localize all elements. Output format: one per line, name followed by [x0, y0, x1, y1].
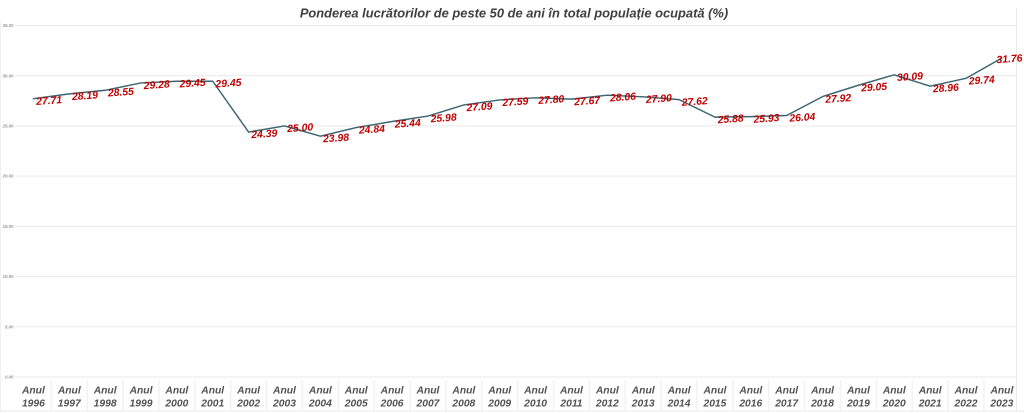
svg-text:27.80: 27.80 [537, 94, 565, 107]
svg-text:27.71: 27.71 [35, 95, 63, 108]
svg-text:10.00: 10.00 [3, 274, 15, 279]
svg-text:Anul: Anul [380, 385, 405, 396]
svg-text:15.00: 15.00 [3, 224, 15, 229]
svg-text:28.06: 28.06 [609, 92, 637, 105]
svg-text:Anul: Anul [523, 385, 548, 396]
svg-text:Anul: Anul [308, 385, 333, 396]
svg-text:2013: 2013 [631, 399, 655, 410]
svg-text:27.62: 27.62 [680, 96, 708, 109]
svg-text:2018: 2018 [810, 399, 834, 410]
svg-text:Anul: Anul [21, 385, 46, 396]
svg-text:2004: 2004 [308, 399, 332, 410]
svg-text:Anul: Anul [451, 385, 476, 396]
svg-text:Anul: Anul [954, 385, 979, 396]
svg-text:Anul: Anul [164, 385, 189, 396]
svg-text:Anul: Anul [989, 385, 1014, 396]
svg-text:27.92: 27.92 [824, 93, 852, 106]
svg-text:2021: 2021 [918, 399, 942, 410]
svg-text:Ponderea lucrătorilor de peste: Ponderea lucrătorilor de peste 50 de ani… [300, 6, 728, 21]
svg-text:27.09: 27.09 [465, 101, 493, 114]
svg-text:26.04: 26.04 [788, 112, 816, 125]
svg-text:25.00: 25.00 [2, 124, 15, 129]
svg-text:Anul: Anul [200, 385, 225, 396]
svg-text:25.88: 25.88 [716, 114, 744, 127]
svg-text:27.90: 27.90 [645, 93, 673, 106]
svg-text:30.00: 30.00 [3, 73, 15, 78]
svg-text:2019: 2019 [846, 399, 870, 410]
svg-text:Anul: Anul [416, 385, 441, 396]
svg-text:5.00: 5.00 [5, 324, 14, 329]
svg-text:2022: 2022 [954, 399, 978, 410]
svg-text:Anul: Anul [702, 385, 727, 396]
svg-text:35.00: 35.00 [3, 23, 15, 28]
svg-text:25.98: 25.98 [429, 113, 457, 126]
svg-text:0.00: 0.00 [5, 375, 14, 380]
svg-text:2000: 2000 [164, 399, 188, 410]
svg-text:28.19: 28.19 [71, 90, 99, 103]
svg-text:Anul: Anul [810, 385, 835, 396]
svg-text:Anul: Anul [882, 385, 907, 396]
svg-text:2016: 2016 [738, 399, 762, 410]
svg-text:2010: 2010 [523, 399, 547, 410]
svg-text:Anul: Anul [344, 385, 369, 396]
svg-text:Anul: Anul [236, 385, 261, 396]
svg-text:2014: 2014 [667, 399, 691, 410]
svg-text:2011: 2011 [559, 399, 582, 410]
svg-text:29.28: 29.28 [142, 79, 170, 92]
svg-text:29.74: 29.74 [967, 75, 995, 88]
svg-text:2007: 2007 [416, 399, 441, 410]
svg-text:2009: 2009 [487, 399, 511, 410]
svg-text:1999: 1999 [130, 399, 153, 410]
svg-text:Anul: Anul [667, 385, 692, 396]
svg-text:Anul: Anul [846, 385, 871, 396]
svg-text:24.84: 24.84 [358, 124, 386, 137]
svg-text:25.93: 25.93 [752, 113, 780, 126]
svg-text:20.00: 20.00 [2, 174, 15, 179]
svg-text:Anul: Anul [93, 385, 118, 396]
svg-text:29.45: 29.45 [178, 78, 206, 91]
svg-text:2001: 2001 [200, 399, 224, 410]
svg-text:27.67: 27.67 [573, 95, 602, 108]
svg-text:2017: 2017 [774, 399, 799, 410]
svg-text:1996: 1996 [22, 399, 45, 410]
svg-text:1997: 1997 [58, 399, 82, 410]
svg-text:Anul: Anul [631, 385, 656, 396]
svg-text:28.55: 28.55 [107, 87, 135, 100]
svg-text:25.44: 25.44 [393, 118, 421, 131]
svg-text:29.45: 29.45 [214, 78, 242, 91]
svg-text:Anul: Anul [57, 385, 82, 396]
svg-text:28.96: 28.96 [932, 83, 960, 96]
svg-text:2012: 2012 [595, 399, 619, 410]
svg-text:2023: 2023 [989, 399, 1013, 410]
svg-text:2003: 2003 [272, 399, 296, 410]
svg-text:2006: 2006 [380, 399, 404, 410]
svg-text:Anul: Anul [487, 385, 512, 396]
svg-text:2015: 2015 [702, 399, 726, 410]
svg-text:2008: 2008 [451, 399, 475, 410]
svg-text:27.59: 27.59 [501, 96, 529, 109]
svg-text:31.76: 31.76 [996, 53, 1023, 66]
svg-text:Anul: Anul [129, 385, 154, 396]
svg-text:2020: 2020 [882, 399, 906, 410]
svg-text:Anul: Anul [272, 385, 297, 396]
svg-text:25.00: 25.00 [286, 122, 314, 135]
svg-text:Anul: Anul [559, 385, 584, 396]
svg-text:2005: 2005 [344, 399, 368, 410]
svg-text:Anul: Anul [595, 385, 620, 396]
svg-text:Anul: Anul [738, 385, 763, 396]
svg-text:Anul: Anul [918, 385, 943, 396]
svg-text:30.09: 30.09 [897, 71, 924, 84]
svg-text:1998: 1998 [94, 399, 117, 410]
svg-text:2002: 2002 [236, 399, 260, 410]
svg-text:24.39: 24.39 [250, 128, 278, 141]
svg-text:29.05: 29.05 [860, 82, 888, 95]
svg-text:23.98: 23.98 [322, 133, 350, 146]
svg-text:Anul: Anul [774, 385, 799, 396]
